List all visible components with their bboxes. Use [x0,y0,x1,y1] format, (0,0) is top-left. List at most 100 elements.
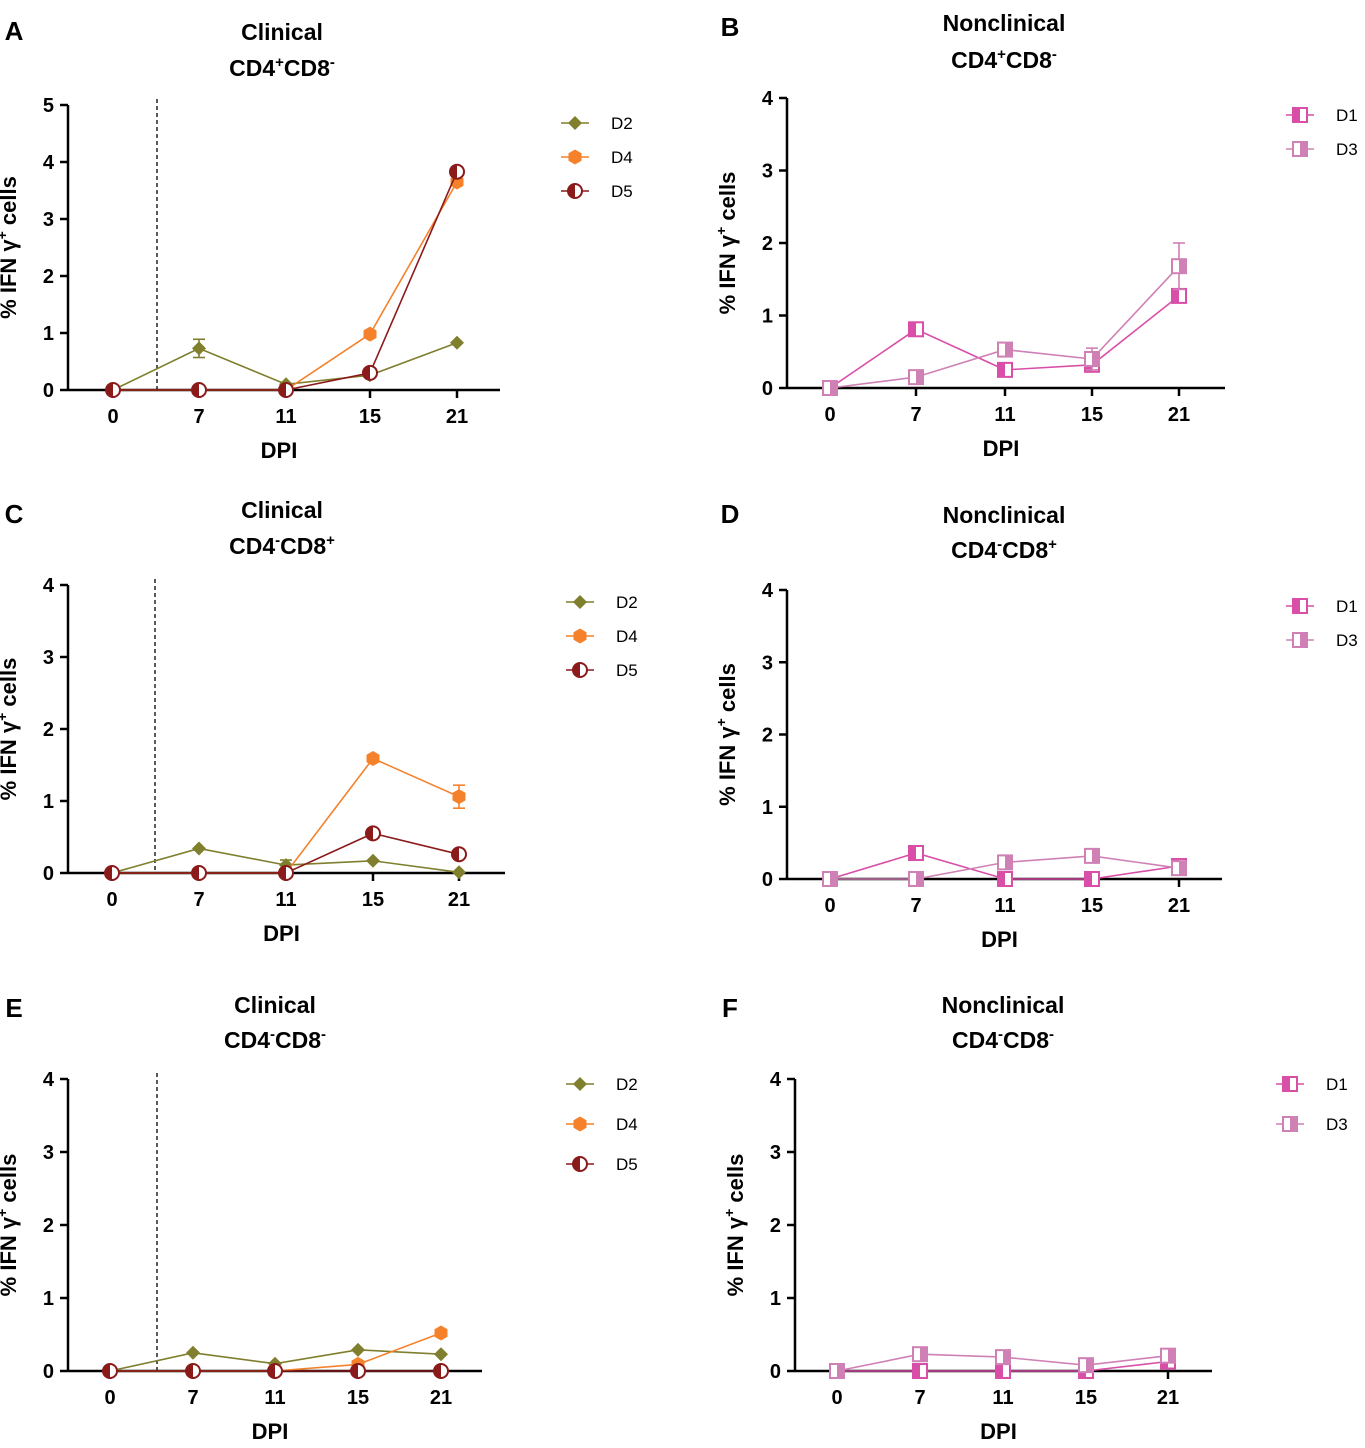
data-point-fill [1086,1358,1093,1373]
data-point-fill [830,381,837,395]
legend-label: D2 [611,114,633,133]
data-point-fill [1179,861,1186,876]
data-point [451,846,467,863]
data-point [995,1363,1011,1379]
data-point [1084,871,1100,887]
x-tick-label: 11 [994,895,1015,917]
data-point [191,865,207,881]
panel-d: D Nonclinical CD4-CD8+ 0 1 2 3 4 0 7 11 15 21 DPI % IF… [713,499,1358,952]
legend-marker-fill [573,1157,580,1171]
legend-marker [573,1077,587,1091]
data-point [362,364,378,381]
x-tick-label: 15 [347,1387,369,1409]
y-tick-label: 1 [770,1288,781,1310]
x-tick-label: 7 [193,406,204,428]
data-point-shape [450,335,464,350]
y-tick-label: 1 [43,323,54,345]
x-tick-label: 7 [910,895,921,917]
x-tick-label: 7 [193,889,204,911]
data-point-shape [351,1342,365,1357]
legend-entry-d3: D3 [1276,1115,1348,1134]
data-point [278,865,294,881]
y-tick-label: 1 [762,306,773,328]
legend-label: D3 [1336,140,1358,159]
x-tick-label: 0 [106,889,117,911]
chart-subtitle: CD4+CD8- [229,54,335,81]
panel-c: C Clinical CD4-CD8+ 0 1 2 3 4 0 7 11 15 21 DPI % IFN γ… [0,497,638,946]
y-tick-label: 1 [43,791,54,813]
x-tick-label: 15 [359,406,381,428]
data-point [366,751,380,767]
data-point-fill [106,383,113,397]
data-point [829,1363,845,1379]
legend-label: D2 [616,1075,638,1094]
data-point [1084,351,1100,367]
data-point [1084,847,1100,864]
legend-marker-fill [1290,1117,1297,1131]
data-point [363,326,377,342]
series-d3 [822,847,1187,887]
data-point-fill [1172,288,1179,303]
data-point [997,854,1013,871]
x-tick-label: 15 [362,889,384,911]
legend-marker-shape [573,628,587,644]
y-tick-label: 4 [762,580,774,602]
data-point [995,1349,1011,1366]
legend-marker-shape [573,1116,587,1132]
panel-letter: C [5,499,24,529]
legend-entry-d4: D4 [561,148,633,167]
y-tick-label: 0 [762,378,773,400]
x-tick-label: 11 [275,406,296,428]
data-point-shape [366,751,380,767]
data-point-fill [1003,1350,1010,1365]
data-point [104,865,120,881]
data-point-fill [279,866,286,880]
legend-marker-fill [1283,1077,1290,1091]
data-point-fill [450,164,457,179]
legend-marker-fill [1300,142,1307,156]
y-tick-label: 2 [43,266,54,288]
data-point-shape [434,1347,448,1362]
x-tick-label: 0 [824,404,835,426]
x-tick-label: 21 [1168,404,1190,426]
legend-entry-d2: D2 [561,114,633,133]
data-point [822,871,838,887]
legend-marker [567,183,583,199]
x-tick-label: 11 [994,404,1015,426]
chart-subtitle: CD4+CD8- [951,46,1057,73]
series-d5 [105,163,465,398]
legend-label: D3 [1326,1115,1348,1134]
legend-marker-fill [1293,108,1300,122]
y-tick-label: 3 [43,209,54,231]
legend-marker-shape [573,595,587,609]
legend-marker-fill [568,184,575,198]
data-point-fill [434,1364,441,1378]
panel-letter: E [5,993,22,1023]
x-tick-label: 11 [275,889,296,911]
data-point [1160,1347,1176,1364]
legend-marker [572,662,588,678]
y-tick-label: 3 [43,1142,54,1164]
data-point [278,382,294,398]
data-point [997,871,1013,887]
chart-subtitle: CD4-CD8+ [229,532,335,559]
data-point-fill [186,1364,193,1378]
data-point [365,825,381,842]
data-point [452,789,466,805]
legend-label: D4 [616,627,638,646]
data-point [997,361,1013,378]
legend-entry-d3: D3 [1286,631,1358,650]
data-point-shape [452,865,466,880]
legend-label: D3 [1336,631,1358,650]
x-tick-label: 21 [430,1387,452,1409]
y-axis-label: % IFN γ+ cells [713,663,740,806]
legend-label: D4 [611,148,633,167]
y-axis-label: % IFN γ+ cells [0,176,21,319]
y-tick-label: 3 [762,161,773,183]
y-tick-label: 1 [762,797,773,819]
chart-title: Clinical [241,497,323,523]
data-point [366,853,380,868]
legend-entry-d2: D2 [566,1075,638,1094]
legend-label: D1 [1326,1075,1348,1094]
